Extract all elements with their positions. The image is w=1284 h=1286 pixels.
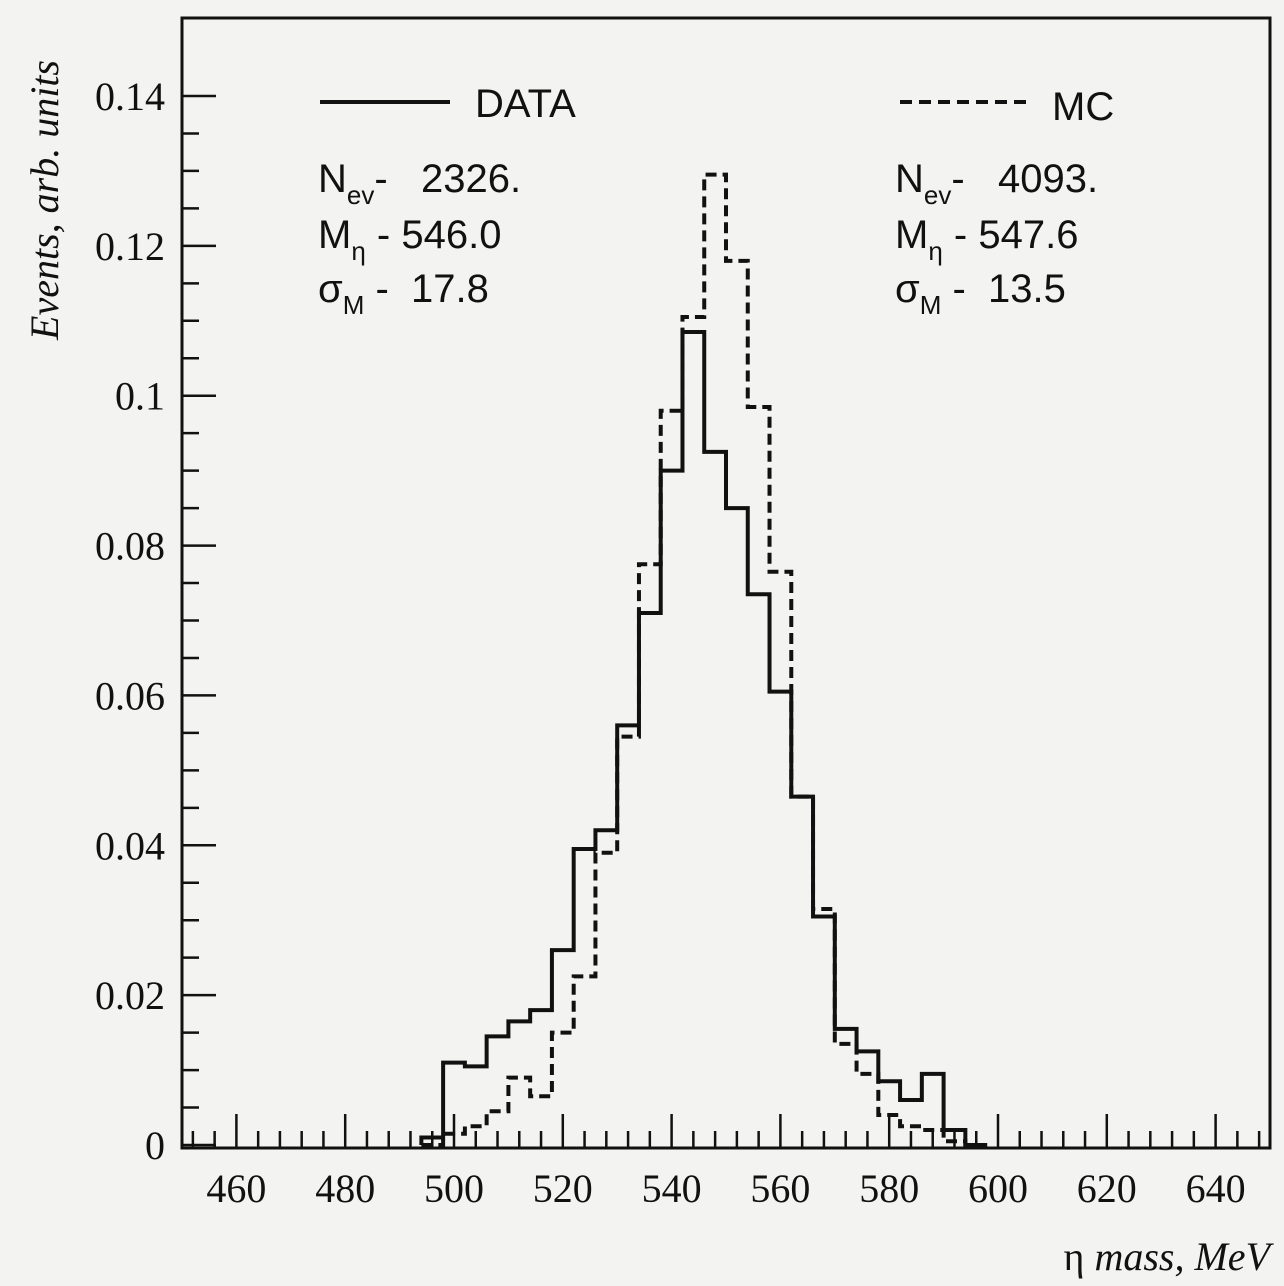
x-tick-label: 520: [533, 1166, 593, 1211]
mc-mass-sub: η: [928, 236, 942, 266]
mc-nev-label: N: [895, 157, 924, 201]
mc-mass-label: M: [895, 213, 928, 257]
y-tick-label: 0.1: [115, 374, 165, 419]
x-tick-label: 500: [424, 1166, 484, 1211]
data-histogram-line: [419, 330, 988, 1147]
mc-sigma-value: - 13.5: [941, 267, 1066, 311]
y-tick-label: 0.06: [95, 673, 165, 718]
x-tick-label: 600: [968, 1166, 1028, 1211]
x-tick-label: 580: [859, 1166, 919, 1211]
x-tick-label: 460: [206, 1166, 266, 1211]
legend-data-label: DATA: [475, 82, 576, 126]
x-tick-label: 480: [315, 1166, 375, 1211]
x-tick-label: 560: [750, 1166, 810, 1211]
mc-series: [421, 172, 988, 1147]
mc-histogram-line: [421, 172, 988, 1147]
x-tick-label: 620: [1077, 1166, 1137, 1211]
y-tick-label: 0.12: [95, 224, 165, 269]
mc-nev-stat: Nev- 4093.: [895, 157, 1098, 210]
mc-nev-value: - 4093.: [951, 157, 1098, 201]
data-sigma-label: σ: [318, 267, 343, 311]
data-nev-value: - 2326.: [374, 157, 521, 201]
axis-tick-labels: 460 480 500 520 540 560 580 600 620 640 0 0.02 0.04 0…: [95, 74, 1246, 1211]
y-axis-title: Events, arb. units: [22, 60, 67, 341]
data-mass-stat: Mη - 546.0: [318, 213, 501, 266]
mc-sigma-sub: M: [920, 290, 942, 320]
data-nev-label: N: [318, 157, 347, 201]
data-mass-sub: η: [351, 236, 365, 266]
y-tick-label: 0: [145, 1123, 165, 1168]
mc-sigma-stat: σM - 13.5: [895, 267, 1066, 320]
y-tick-label: 0.08: [95, 524, 165, 569]
y-tick-label: 0.04: [95, 823, 165, 868]
data-sigma-value: - 17.8: [364, 267, 489, 311]
data-mass-value: - 546.0: [366, 213, 502, 257]
mc-mass-stat: Mη - 547.6: [895, 213, 1078, 266]
y-tick-label: 0.14: [95, 74, 165, 119]
data-nev-sub: ev: [347, 180, 374, 210]
legend-mc-label: MC: [1052, 85, 1114, 129]
mc-sigma-label: σ: [895, 267, 920, 311]
data-sigma-sub: M: [343, 290, 365, 320]
x-tick-label: 540: [642, 1166, 702, 1211]
x-tick-label: 640: [1186, 1166, 1246, 1211]
data-series: [419, 330, 988, 1147]
x-axis-title-text: mass, MeV: [1094, 1234, 1274, 1279]
series-layer: [419, 172, 988, 1147]
mc-nev-sub: ev: [924, 180, 951, 210]
x-axis-title: η mass, MeV: [1064, 1234, 1275, 1279]
data-nev-stat: Nev- 2326.: [318, 157, 521, 210]
x-axis-title-symbol: η: [1064, 1234, 1085, 1279]
data-sigma-stat: σM - 17.8: [318, 267, 489, 320]
y-tick-label: 0.02: [95, 973, 165, 1018]
data-mass-label: M: [318, 213, 351, 257]
mc-mass-value: - 547.6: [943, 213, 1079, 257]
